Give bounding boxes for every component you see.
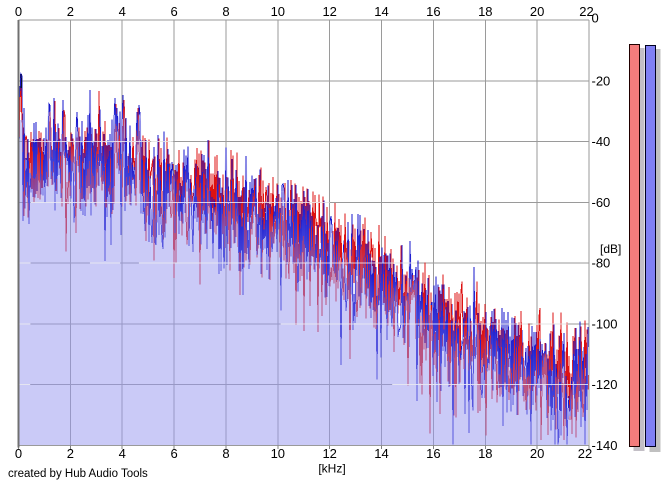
svg-text:4: 4	[119, 4, 126, 19]
svg-text:[kHz]: [kHz]	[318, 462, 345, 476]
svg-text:-120: -120	[592, 377, 618, 392]
svg-text:6: 6	[170, 4, 177, 19]
svg-text:0: 0	[592, 11, 599, 26]
svg-text:14: 14	[374, 446, 388, 461]
svg-text:22: 22	[578, 446, 592, 461]
svg-text:12: 12	[322, 4, 336, 19]
svg-text:0: 0	[15, 446, 22, 461]
svg-text:created by Hub Audio Tools: created by Hub Audio Tools	[8, 468, 148, 480]
svg-text:12: 12	[322, 446, 336, 461]
svg-text:16: 16	[426, 4, 440, 19]
svg-text:4: 4	[119, 446, 126, 461]
svg-text:8: 8	[222, 446, 229, 461]
svg-text:-140: -140	[592, 438, 618, 453]
svg-text:-40: -40	[592, 134, 611, 149]
svg-text:-80: -80	[592, 256, 611, 271]
svg-text:2: 2	[67, 446, 74, 461]
svg-text:14: 14	[374, 4, 388, 19]
svg-text:22: 22	[579, 4, 593, 19]
svg-text:8: 8	[222, 4, 229, 19]
svg-text:20: 20	[530, 4, 544, 19]
svg-text:-20: -20	[592, 73, 611, 88]
svg-text:2: 2	[67, 4, 74, 19]
svg-text:0: 0	[15, 4, 22, 19]
svg-text:6: 6	[170, 446, 177, 461]
svg-text:16: 16	[426, 446, 440, 461]
svg-text:18: 18	[478, 446, 492, 461]
svg-text:18: 18	[478, 4, 492, 19]
svg-text:-100: -100	[592, 316, 618, 331]
svg-text:-60: -60	[592, 195, 611, 210]
svg-text:10: 10	[271, 446, 285, 461]
svg-text:10: 10	[271, 4, 285, 19]
svg-text:20: 20	[530, 446, 544, 461]
svg-text:[dB]: [dB]	[600, 242, 621, 256]
